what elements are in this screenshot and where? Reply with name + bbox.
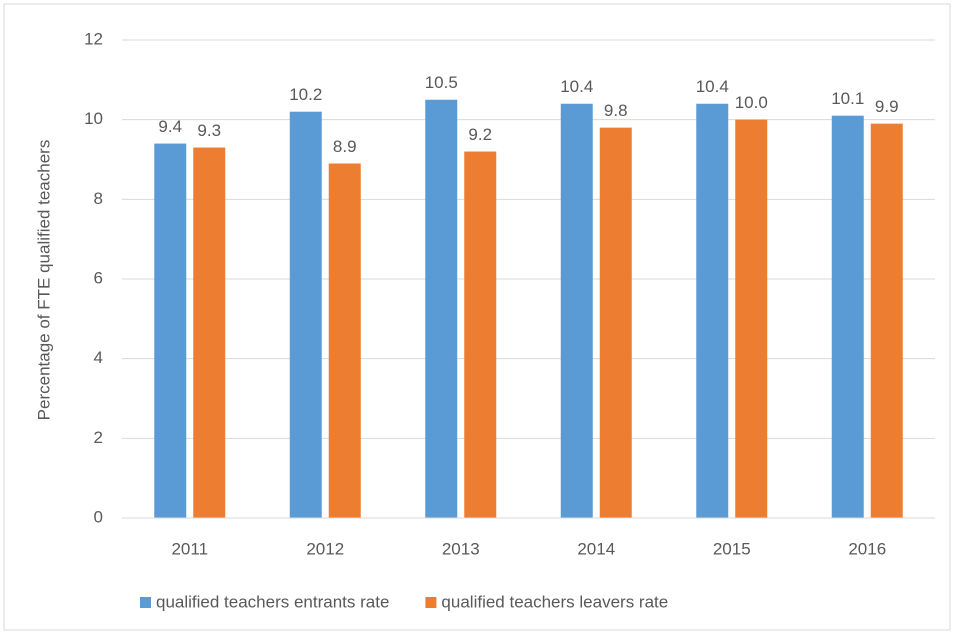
- legend-swatch: [425, 597, 437, 608]
- x-tick-label: 2014: [577, 539, 615, 558]
- data-label: 9.3: [197, 121, 221, 140]
- legend-label: qualified teachers entrants rate: [156, 592, 389, 611]
- y-tick-label: 12: [84, 29, 103, 48]
- data-label: 10.1: [831, 89, 864, 108]
- data-label: 9.9: [875, 97, 899, 116]
- data-label: 10.4: [560, 77, 593, 96]
- bar: [193, 147, 226, 519]
- data-label: 10.0: [735, 93, 768, 112]
- bar: [599, 127, 632, 518]
- data-label: 9.4: [158, 117, 182, 136]
- bar: [154, 143, 187, 519]
- x-tick-label: 2011: [171, 539, 208, 558]
- x-tick-label: 2015: [713, 539, 751, 558]
- bar: [870, 123, 903, 519]
- bar: [289, 111, 322, 518]
- bar: [831, 115, 864, 518]
- data-label: 10.4: [696, 77, 729, 96]
- bar: [696, 103, 729, 518]
- bar: [425, 99, 458, 518]
- y-tick-label: 2: [94, 428, 103, 447]
- y-tick-label: 8: [94, 189, 103, 208]
- y-tick-label: 4: [94, 348, 103, 367]
- x-tick-label: 2016: [848, 539, 886, 558]
- legend-swatch: [140, 597, 151, 608]
- data-label: 10.5: [425, 73, 458, 92]
- data-label: 10.2: [289, 85, 322, 104]
- legend-label: qualified teachers leavers rate: [441, 592, 668, 611]
- y-axis-label: Percentage of FTE qualified teachers: [34, 140, 53, 421]
- bar: [464, 151, 497, 519]
- y-tick-label: 0: [94, 507, 103, 526]
- x-tick-label: 2012: [306, 539, 344, 558]
- data-label: 9.2: [468, 125, 492, 144]
- bar: [328, 163, 361, 518]
- data-label: 8.9: [333, 137, 357, 156]
- y-tick-label: 10: [84, 109, 103, 128]
- y-tick-label: 6: [94, 268, 103, 287]
- bar: [735, 119, 768, 519]
- x-tick-label: 2013: [442, 539, 480, 558]
- bar: [560, 103, 593, 518]
- data-label: 9.8: [604, 101, 628, 120]
